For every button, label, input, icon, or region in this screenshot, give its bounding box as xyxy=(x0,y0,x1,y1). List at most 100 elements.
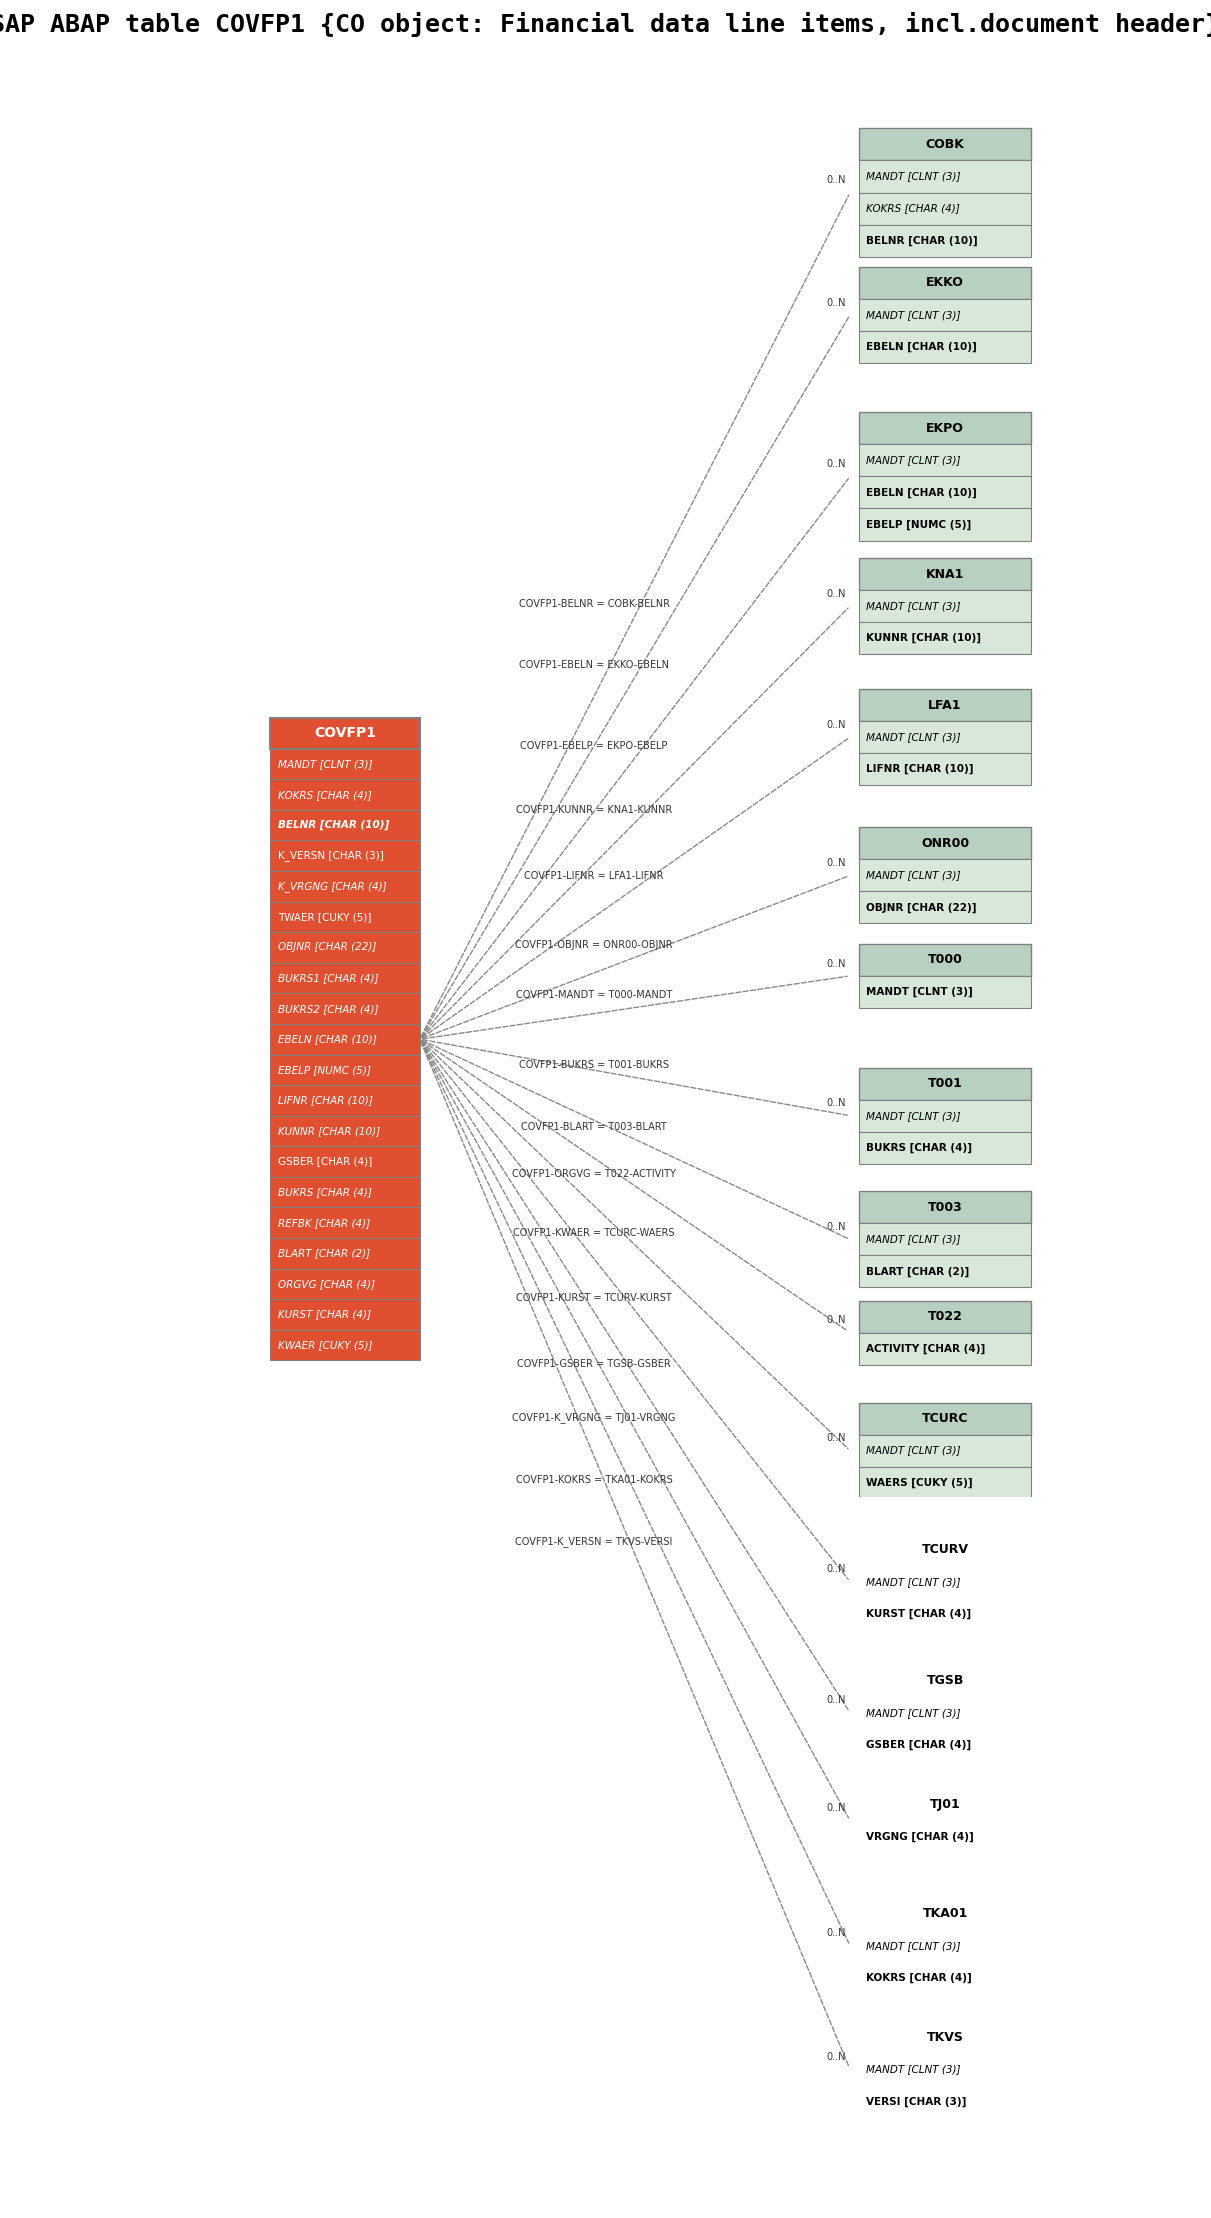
Text: 0..N: 0..N xyxy=(827,1927,846,1939)
Text: ORGVG [CHAR (4)]: ORGVG [CHAR (4)] xyxy=(277,1280,374,1289)
FancyBboxPatch shape xyxy=(270,1025,420,1054)
Text: MANDT [CLNT (3)]: MANDT [CLNT (3)] xyxy=(866,1111,960,1120)
Text: SAP ABAP table COVFP1 {CO object: Financial data line items, incl.document heade: SAP ABAP table COVFP1 {CO object: Financ… xyxy=(0,11,1211,38)
FancyBboxPatch shape xyxy=(270,841,420,872)
Text: MANDT [CLNT (3)]: MANDT [CLNT (3)] xyxy=(866,1708,960,1717)
Text: 0..N: 0..N xyxy=(827,1433,846,1444)
FancyBboxPatch shape xyxy=(859,1899,1031,1930)
Text: TCURV: TCURV xyxy=(922,1544,969,1557)
Text: BELNR [CHAR (10)]: BELNR [CHAR (10)] xyxy=(277,821,389,830)
FancyBboxPatch shape xyxy=(859,508,1031,541)
FancyBboxPatch shape xyxy=(270,779,420,810)
Text: ACTIVITY [CHAR (4)]: ACTIVITY [CHAR (4)] xyxy=(866,1344,986,1353)
Text: COVFP1-LIFNR = LFA1-LIFNR: COVFP1-LIFNR = LFA1-LIFNR xyxy=(524,872,664,881)
Text: COVFP1-KUNNR = KNA1-KUNNR: COVFP1-KUNNR = KNA1-KUNNR xyxy=(516,805,672,816)
Text: 0..N: 0..N xyxy=(827,588,846,599)
FancyBboxPatch shape xyxy=(859,444,1031,477)
FancyBboxPatch shape xyxy=(270,1147,420,1178)
FancyBboxPatch shape xyxy=(270,1300,420,1331)
FancyBboxPatch shape xyxy=(270,932,420,963)
Text: MANDT [CLNT (3)]: MANDT [CLNT (3)] xyxy=(866,1941,960,1950)
Text: K_VERSN [CHAR (3)]: K_VERSN [CHAR (3)] xyxy=(277,849,384,861)
Text: COVFP1-BUKRS = T001-BUKRS: COVFP1-BUKRS = T001-BUKRS xyxy=(520,1060,670,1069)
Text: EBELP [NUMC (5)]: EBELP [NUMC (5)] xyxy=(277,1065,371,1076)
FancyBboxPatch shape xyxy=(270,1269,420,1300)
Text: T001: T001 xyxy=(928,1078,963,1089)
Text: COVFP1-EBELP = EKPO-EBELP: COVFP1-EBELP = EKPO-EBELP xyxy=(521,741,668,750)
FancyBboxPatch shape xyxy=(859,1728,1031,1761)
FancyBboxPatch shape xyxy=(859,160,1031,193)
Text: COVFP1-K_VRGNG = TJ01-VRGNG: COVFP1-K_VRGNG = TJ01-VRGNG xyxy=(512,1411,676,1422)
FancyBboxPatch shape xyxy=(270,1054,420,1085)
Text: COBK: COBK xyxy=(925,138,964,151)
Text: KOKRS [CHAR (4)]: KOKRS [CHAR (4)] xyxy=(866,1972,972,1983)
FancyBboxPatch shape xyxy=(859,1533,1031,1566)
Text: 0..N: 0..N xyxy=(827,459,846,470)
FancyBboxPatch shape xyxy=(859,299,1031,330)
Text: KURST [CHAR (4)]: KURST [CHAR (4)] xyxy=(277,1309,371,1320)
Text: COVFP1: COVFP1 xyxy=(314,728,377,741)
Text: VRGNG [CHAR (4)]: VRGNG [CHAR (4)] xyxy=(866,1832,974,1841)
Text: COVFP1-KWAER = TCURC-WAERS: COVFP1-KWAER = TCURC-WAERS xyxy=(513,1227,675,1238)
Text: COVFP1-BLART = T003-BLART: COVFP1-BLART = T003-BLART xyxy=(521,1122,667,1131)
Text: 0..N: 0..N xyxy=(827,1222,846,1233)
Text: MANDT [CLNT (3)]: MANDT [CLNT (3)] xyxy=(866,1577,960,1586)
FancyBboxPatch shape xyxy=(859,1930,1031,1961)
Text: COVFP1-GSBER = TGSB-GSBER: COVFP1-GSBER = TGSB-GSBER xyxy=(517,1360,671,1369)
FancyBboxPatch shape xyxy=(859,1191,1031,1224)
FancyBboxPatch shape xyxy=(859,754,1031,785)
FancyBboxPatch shape xyxy=(859,858,1031,892)
Text: TWAER [CUKY (5)]: TWAER [CUKY (5)] xyxy=(277,912,371,923)
FancyBboxPatch shape xyxy=(859,690,1031,721)
Text: COVFP1-BELNR = COBK-BELNR: COVFP1-BELNR = COBK-BELNR xyxy=(518,599,670,608)
Text: KUNNR [CHAR (10)]: KUNNR [CHAR (10)] xyxy=(277,1127,380,1136)
Text: 0..N: 0..N xyxy=(827,958,846,969)
FancyBboxPatch shape xyxy=(859,1131,1031,1164)
Text: BELNR [CHAR (10)]: BELNR [CHAR (10)] xyxy=(866,235,978,246)
FancyBboxPatch shape xyxy=(270,963,420,994)
Text: 0..N: 0..N xyxy=(827,297,846,308)
Text: K_VRGNG [CHAR (4)]: K_VRGNG [CHAR (4)] xyxy=(277,881,386,892)
FancyBboxPatch shape xyxy=(859,590,1031,621)
Text: COVFP1-ORGVG = T022-ACTIVITY: COVFP1-ORGVG = T022-ACTIVITY xyxy=(512,1169,676,1178)
FancyBboxPatch shape xyxy=(270,1238,420,1269)
Text: 0..N: 0..N xyxy=(827,1564,846,1575)
FancyBboxPatch shape xyxy=(859,1435,1031,1466)
Text: TKA01: TKA01 xyxy=(923,1907,968,1921)
FancyBboxPatch shape xyxy=(270,1116,420,1147)
FancyBboxPatch shape xyxy=(859,2021,1031,2054)
Text: T000: T000 xyxy=(928,954,963,967)
FancyBboxPatch shape xyxy=(859,1067,1031,1100)
FancyBboxPatch shape xyxy=(270,810,420,841)
FancyBboxPatch shape xyxy=(270,750,420,779)
Text: COVFP1-OBJNR = ONR00-OBJNR: COVFP1-OBJNR = ONR00-OBJNR xyxy=(516,940,673,949)
Text: WAERS [CUKY (5)]: WAERS [CUKY (5)] xyxy=(866,1477,972,1488)
FancyBboxPatch shape xyxy=(859,559,1031,590)
Text: KOKRS [CHAR (4)]: KOKRS [CHAR (4)] xyxy=(866,204,960,213)
Text: MANDT [CLNT (3)]: MANDT [CLNT (3)] xyxy=(866,2065,960,2074)
Text: ONR00: ONR00 xyxy=(922,836,969,849)
FancyBboxPatch shape xyxy=(859,1821,1031,1852)
FancyBboxPatch shape xyxy=(859,1224,1031,1255)
Text: MANDT [CLNT (3)]: MANDT [CLNT (3)] xyxy=(866,311,960,319)
FancyBboxPatch shape xyxy=(859,1100,1031,1131)
Text: COVFP1-MANDT = T000-MANDT: COVFP1-MANDT = T000-MANDT xyxy=(516,989,672,1000)
Text: MANDT [CLNT (3)]: MANDT [CLNT (3)] xyxy=(277,759,372,770)
Text: LIFNR [CHAR (10)]: LIFNR [CHAR (10)] xyxy=(277,1096,373,1105)
FancyBboxPatch shape xyxy=(859,2054,1031,2085)
Text: GSBER [CHAR (4)]: GSBER [CHAR (4)] xyxy=(277,1156,372,1167)
Text: EKPO: EKPO xyxy=(926,421,964,435)
FancyBboxPatch shape xyxy=(859,1255,1031,1286)
Text: LIFNR [CHAR (10)]: LIFNR [CHAR (10)] xyxy=(866,763,974,774)
Text: 0..N: 0..N xyxy=(827,175,846,186)
Text: COVFP1-K_VERSN = TKVS-VERSI: COVFP1-K_VERSN = TKVS-VERSI xyxy=(516,1537,673,1546)
FancyBboxPatch shape xyxy=(859,892,1031,923)
Text: LFA1: LFA1 xyxy=(929,699,962,712)
FancyBboxPatch shape xyxy=(270,1085,420,1116)
Text: TGSB: TGSB xyxy=(926,1675,964,1688)
FancyBboxPatch shape xyxy=(270,719,420,750)
Text: VERSI [CHAR (3)]: VERSI [CHAR (3)] xyxy=(866,2096,966,2107)
Text: COVFP1-KOKRS = TKA01-KOKRS: COVFP1-KOKRS = TKA01-KOKRS xyxy=(516,1475,672,1486)
FancyBboxPatch shape xyxy=(859,1961,1031,1994)
FancyBboxPatch shape xyxy=(859,330,1031,364)
